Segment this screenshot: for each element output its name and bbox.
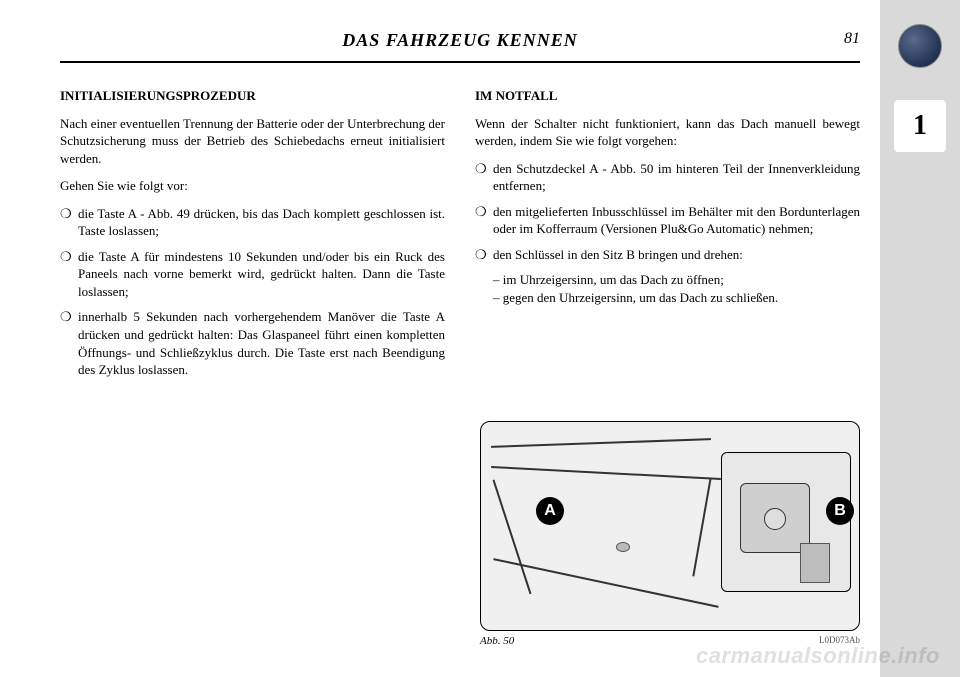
- figure-inset: B: [721, 452, 851, 592]
- inset-socket: [764, 508, 786, 530]
- figure-label-b: B: [826, 497, 854, 525]
- left-intro-2: Gehen Sie wie folgt vor:: [60, 177, 445, 195]
- chapter-sidebar: 1: [880, 0, 960, 677]
- right-bullet-item: den Schlüssel in den Sitz B bringen und …: [475, 246, 860, 264]
- left-column: INITIALISIERUNGSPROZEDUR Nach einer even…: [60, 87, 445, 387]
- diagram-line: [491, 438, 711, 447]
- left-bullet-item: innerhalb 5 Sekunden nach vorhergehendem…: [60, 308, 445, 378]
- left-heading: INITIALISIERUNGSPROZEDUR: [60, 87, 445, 105]
- manual-page: DAS FAHRZEUG KENNEN 81 INITIALISIERUNGSP…: [0, 0, 960, 677]
- right-subline: – im Uhrzeigersinn, um das Dach zu öffne…: [493, 271, 860, 289]
- lancia-logo-icon: [898, 24, 942, 68]
- right-bullet-list: den Schutzdeckel A - Abb. 50 im hinteren…: [475, 160, 860, 264]
- inset-bracket: [800, 543, 830, 583]
- page-number: 81: [844, 30, 860, 48]
- right-heading: IM NOTFALL: [475, 87, 860, 105]
- figure-50: A B Abb. 50 L0D073Ab: [480, 421, 860, 647]
- diagram-line: [491, 466, 721, 480]
- header-title: DAS FAHRZEUG KENNEN: [60, 30, 860, 51]
- content-columns: INITIALISIERUNGSPROZEDUR Nach einer even…: [60, 87, 860, 387]
- chapter-tab: 1: [894, 100, 946, 152]
- right-bullet-item: den mitgelieferten Inbusschlüssel im Beh…: [475, 203, 860, 238]
- right-column: IM NOTFALL Wenn der Schalter nicht funkt…: [475, 87, 860, 387]
- diagram-cap: [616, 542, 630, 552]
- figure-label-a: A: [536, 497, 564, 525]
- right-sublines: – im Uhrzeigersinn, um das Dach zu öffne…: [475, 271, 860, 306]
- right-bullet-item: den Schutzdeckel A - Abb. 50 im hinteren…: [475, 160, 860, 195]
- page-header: DAS FAHRZEUG KENNEN 81: [60, 30, 860, 51]
- watermark-text: carmanualsonline.info: [696, 643, 940, 669]
- left-bullet-list: die Taste A - Abb. 49 drücken, bis das D…: [60, 205, 445, 379]
- left-bullet-item: die Taste A für mindestens 10 Sekunden u…: [60, 248, 445, 301]
- header-rule: [60, 61, 860, 63]
- diagram-line: [492, 480, 531, 595]
- right-subline: – gegen den Uhrzeigersinn, um das Dach z…: [493, 289, 860, 307]
- figure-box: A B: [480, 421, 860, 631]
- figure-caption-text: Abb. 50: [480, 635, 514, 647]
- left-intro-1: Nach einer eventuellen Trennung der Batt…: [60, 115, 445, 168]
- diagram-line: [692, 478, 711, 577]
- left-bullet-item: die Taste A - Abb. 49 drücken, bis das D…: [60, 205, 445, 240]
- right-intro: Wenn der Schalter nicht funktioniert, ka…: [475, 115, 860, 150]
